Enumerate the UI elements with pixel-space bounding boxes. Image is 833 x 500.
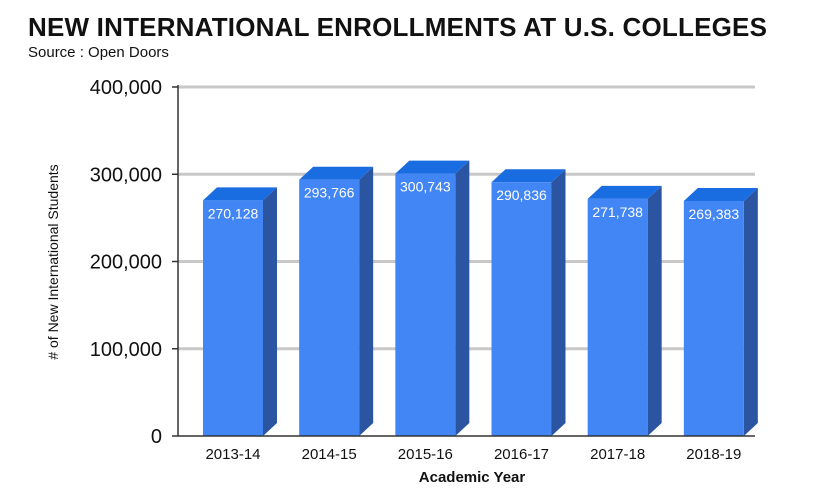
bar-top-face [491, 169, 566, 183]
bar-side-face [743, 187, 758, 436]
bar-front-face [491, 182, 552, 436]
x-tick-label: 2017-18 [590, 446, 645, 463]
bar-front-face [299, 179, 360, 437]
bars [203, 160, 758, 437]
bar-top-face [683, 187, 758, 201]
data-label: 269,383 [689, 206, 740, 222]
bar [587, 185, 662, 436]
bar-front-face [395, 173, 456, 436]
bar-top-face [299, 166, 374, 180]
y-tick-label: 0 [151, 426, 162, 448]
x-axis-title: Academic Year [419, 469, 526, 486]
bar-front-face [203, 200, 263, 436]
x-tick-label: 2014-15 [302, 446, 357, 463]
y-tick-label: 300,000 [90, 164, 162, 186]
bar-front-face [683, 200, 744, 436]
bar-top-face [395, 160, 470, 174]
bar-top-face [203, 187, 277, 201]
x-tick-label: 2016-17 [494, 446, 549, 463]
data-label: 290,836 [496, 187, 547, 203]
y-tick-label: 100,000 [90, 339, 162, 361]
y-tick-label: 200,000 [90, 252, 162, 274]
data-label: 270,128 [208, 205, 259, 221]
y-axis-title: # of New International Students [45, 164, 61, 359]
chart-title: NEW INTERNATIONAL ENROLLMENTS AT U.S. CO… [28, 12, 768, 42]
data-label: 271,738 [592, 204, 643, 220]
data-label: 300,743 [400, 179, 451, 195]
bar-side-face [263, 187, 277, 436]
bar [299, 166, 374, 437]
bar [683, 187, 758, 436]
bar-side-face [359, 166, 374, 437]
data-labels: 270,128 293,766 300,743 290,836 271,738 269,3… [208, 179, 740, 222]
bar [491, 169, 566, 436]
bar-side-face [455, 160, 470, 436]
bar [395, 160, 470, 436]
bar-top-face [587, 185, 662, 199]
data-label: 293,766 [304, 185, 355, 201]
bar-side-face [647, 185, 662, 436]
bar [203, 187, 277, 436]
x-tick-label: 2015-16 [398, 446, 453, 463]
x-tick-label: 2018-19 [686, 446, 741, 463]
bar-side-face [551, 169, 566, 436]
chart-subtitle: Source : Open Doors [28, 44, 169, 61]
bar-front-face [587, 198, 648, 436]
y-axis-ticks: 0 100,000 200,000 300,000 400,000 [90, 77, 178, 448]
y-tick-label: 400,000 [90, 77, 162, 99]
x-tick-label: 2013-14 [205, 446, 260, 463]
x-axis-ticks: 2013-14 2014-15 2015-16 2016-17 2017-18 2018-… [205, 446, 741, 463]
